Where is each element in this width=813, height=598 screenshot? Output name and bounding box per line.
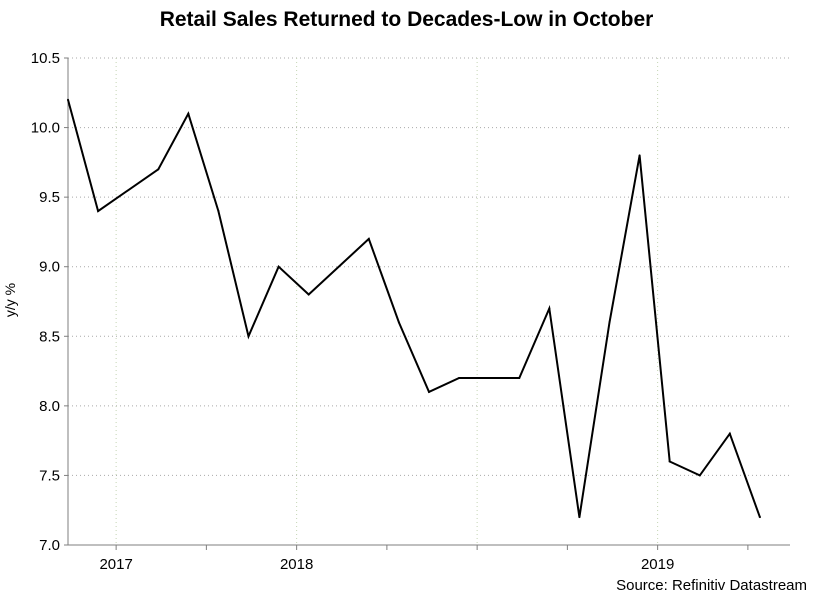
y-tick-label: 8.5 (39, 328, 60, 345)
y-tick-label: 9.0 (39, 259, 60, 276)
chart-title: Retail Sales Returned to Decades-Low in … (159, 8, 654, 31)
data-point (247, 335, 250, 338)
data-point (428, 390, 430, 393)
data-point (97, 210, 100, 213)
data-point (67, 98, 69, 101)
data-point (728, 432, 731, 435)
y-tick-label: 10.5 (31, 50, 60, 67)
y-tick-label: 10.0 (31, 120, 60, 137)
data-point (578, 516, 581, 519)
x-tick-label: 2018 (280, 556, 313, 573)
data-point (608, 321, 611, 324)
data-point (367, 237, 370, 240)
axis-layer: 7.0 7.5 8.0 8.5 9.0 9.5 10.0 10.5 2017 2018 2019 (31, 50, 790, 573)
data-point (548, 307, 551, 310)
data-point (638, 154, 641, 157)
x-tick-label: 2017 (99, 556, 132, 573)
data-point (397, 321, 400, 324)
x-tick-label: 2019 (641, 556, 674, 573)
y-tick-label: 7.0 (39, 537, 60, 554)
y-tick-label: 8.0 (39, 398, 60, 415)
data-point (307, 293, 310, 296)
data-point (518, 377, 521, 380)
data-point (698, 474, 701, 477)
data-point (187, 112, 190, 115)
y-axis-label: y/y % (2, 283, 18, 317)
source-note: Source: Refinitiv Datastream (616, 577, 807, 594)
series-layer (67, 98, 761, 519)
y-tick-label: 7.5 (39, 467, 60, 484)
data-point (458, 377, 461, 380)
data-point (758, 516, 761, 519)
data-point (668, 460, 671, 463)
data-point (217, 210, 220, 213)
y-tick-label: 9.5 (39, 189, 60, 206)
series-line (67, 99, 761, 518)
data-point (277, 265, 280, 268)
grid-layer (68, 57, 790, 545)
data-point (157, 168, 160, 171)
